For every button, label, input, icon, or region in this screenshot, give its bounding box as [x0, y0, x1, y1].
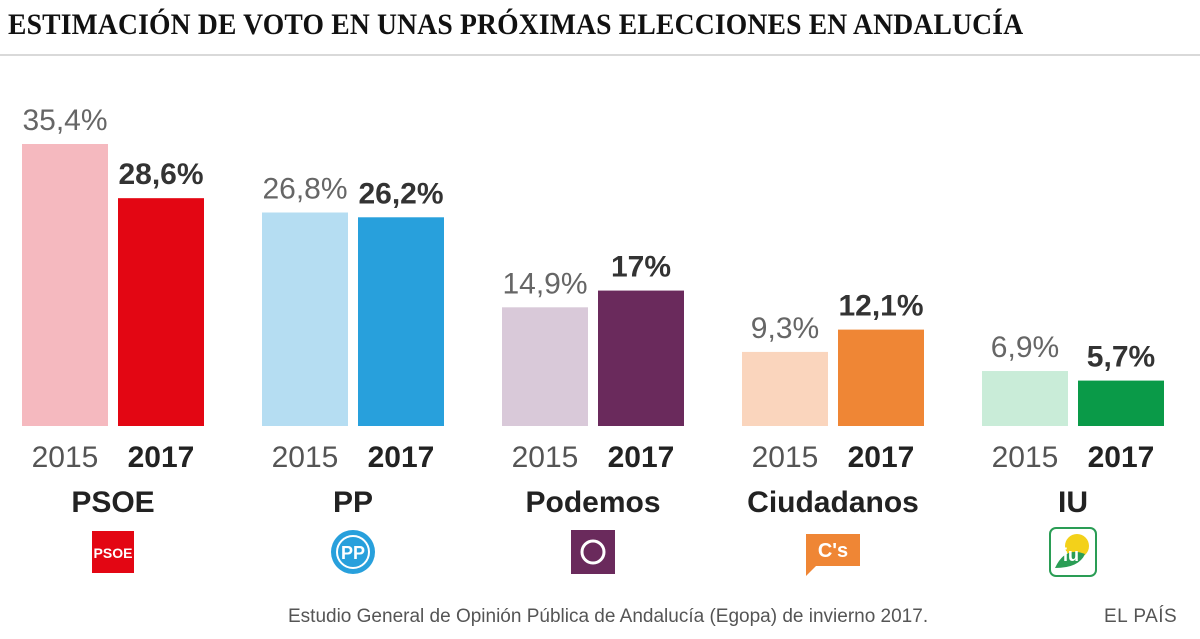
year-label-psoe-2015: 2015: [32, 441, 99, 474]
bar-psoe-2017: [118, 198, 204, 426]
bar-ciudadanos-2015: [742, 351, 828, 426]
title-divider: [0, 54, 1200, 56]
bar-ciudadanos-2017: [838, 329, 924, 426]
year-label-podemos-2017: 2017: [608, 441, 675, 474]
year-label-iu-2015: 2015: [992, 441, 1059, 474]
value-label-ciudadanos-2015: 9,3%: [751, 312, 819, 345]
chart-title: ESTIMACIÓN DE VOTO EN UNAS PRÓXIMAS ELEC…: [8, 8, 1024, 41]
bar-podemos-2017: [598, 290, 684, 426]
pp-logo-text: PP: [341, 543, 365, 563]
psoe-logo-icon: [92, 531, 134, 573]
year-label-ciudadanos-2015: 2015: [752, 441, 819, 474]
party-label-podemos: Podemos: [525, 486, 660, 519]
iu-logo-sun-icon: [1065, 534, 1089, 558]
bar-pp-2015: [262, 212, 348, 426]
bar-psoe-2015: [22, 144, 108, 426]
bar-pp-2017: [358, 217, 444, 426]
ciudadanos-logo-text: C's: [818, 540, 848, 562]
year-label-psoe-2017: 2017: [128, 441, 195, 474]
iu-logo-text: iu: [1063, 545, 1079, 565]
psoe-logo-text: PSOE: [94, 545, 133, 561]
year-label-pp-2017: 2017: [368, 441, 435, 474]
credit-label: EL PAÍS: [1104, 606, 1178, 627]
year-label-podemos-2015: 2015: [512, 441, 579, 474]
podemos-logo-circle: [580, 539, 606, 565]
value-label-psoe-2015: 35,4%: [22, 104, 107, 137]
value-label-pp-2017: 26,2%: [358, 177, 443, 210]
year-label-iu-2017: 2017: [1088, 441, 1155, 474]
ciudadanos-logo-icon: [806, 534, 860, 576]
source-note: Estudio General de Opinión Pública de An…: [288, 606, 929, 627]
bar-iu-2015: [982, 371, 1068, 426]
iu-logo-leaf-icon: [1055, 551, 1085, 568]
value-label-ciudadanos-2017: 12,1%: [838, 290, 923, 323]
value-label-podemos-2015: 14,9%: [502, 267, 587, 300]
value-label-pp-2015: 26,8%: [262, 173, 347, 206]
value-label-psoe-2017: 28,6%: [118, 158, 203, 191]
pp-logo-ring: [336, 535, 370, 569]
grouped-bar-chart: 35,4% 28,6% 2015 2017 PSOE PSOE 26,8% 26,2% 2015…: [22, 104, 1164, 577]
year-label-pp-2015: 2015: [272, 441, 339, 474]
party-label-psoe: PSOE: [71, 486, 154, 519]
value-label-podemos-2017: 17%: [611, 251, 671, 284]
party-label-ciudadanos: Ciudadanos: [747, 486, 919, 519]
party-label-iu: IU: [1058, 486, 1088, 519]
value-label-iu-2017: 5,7%: [1087, 341, 1155, 374]
party-label-pp: PP: [333, 486, 373, 519]
bar-iu-2017: [1078, 380, 1164, 426]
podemos-logo-icon: [571, 530, 615, 574]
value-label-iu-2015: 6,9%: [991, 331, 1059, 364]
year-label-ciudadanos-2017: 2017: [848, 441, 915, 474]
bar-podemos-2015: [502, 307, 588, 426]
